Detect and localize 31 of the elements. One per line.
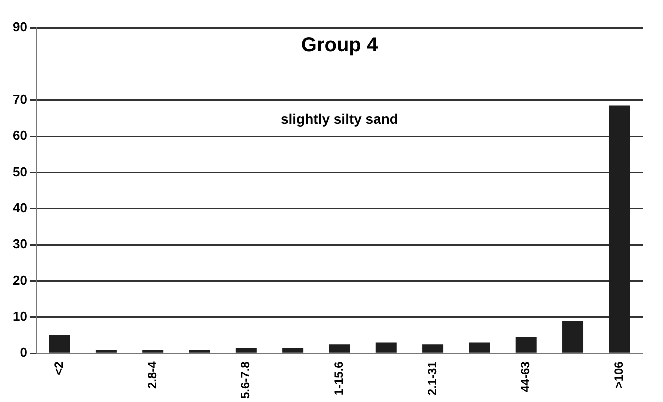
x-tick-label: 44-63 (518, 361, 533, 392)
bar (96, 350, 117, 353)
y-tick-label: 0 (20, 345, 28, 360)
x-tick-label: >106 (612, 361, 626, 389)
y-tick-label: 60 (12, 128, 28, 144)
y-tick-label: 70 (12, 92, 28, 107)
y-tick-label: 20 (12, 272, 28, 288)
annotation: slightly silty sand (280, 110, 398, 127)
x-tick-label: 5.6-7.8 (238, 361, 253, 399)
bar (49, 336, 70, 353)
bar (422, 344, 444, 353)
x-tick-label: 2.1-31 (425, 361, 440, 396)
y-tick-label: 90 (12, 20, 28, 35)
chart-title: Group 4 (301, 34, 379, 57)
x-tick-label: 1-15.6 (332, 361, 346, 396)
y-tick-label: 50 (12, 164, 28, 180)
bar (516, 337, 537, 353)
bar (609, 106, 630, 353)
x-tick-label: <2 (52, 361, 66, 376)
bar (142, 350, 164, 353)
bar (562, 321, 584, 353)
bar (189, 350, 210, 353)
bar (236, 348, 257, 353)
bar (282, 348, 304, 353)
y-tick-label: 40 (12, 200, 28, 216)
y-tick-label: 30 (12, 236, 28, 252)
bar (469, 342, 490, 353)
x-tick-label: 2.8-4 (145, 361, 160, 389)
bar (329, 344, 350, 353)
bar (376, 342, 397, 353)
y-tick-label: 10 (12, 309, 28, 324)
